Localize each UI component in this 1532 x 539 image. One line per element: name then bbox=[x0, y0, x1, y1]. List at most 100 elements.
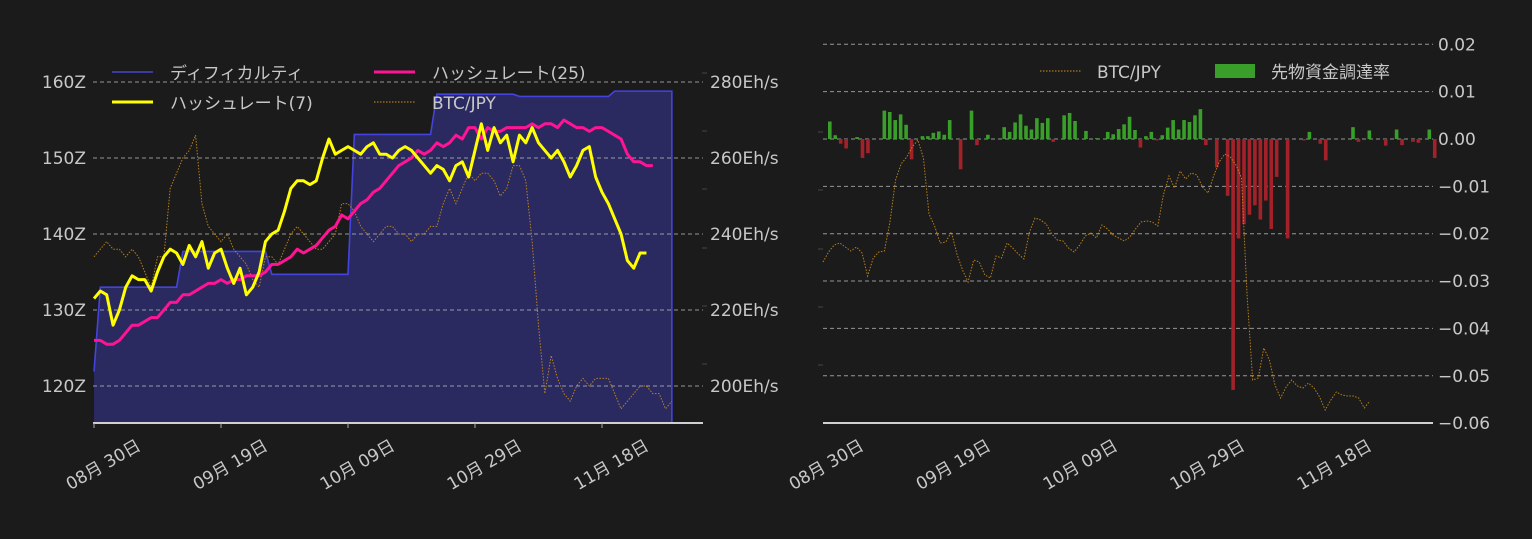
funding-rate-bar bbox=[1035, 118, 1039, 139]
y-right-tick-label: 0.00 bbox=[1438, 130, 1476, 150]
y-left-tick-label: 130Z bbox=[42, 301, 86, 321]
y-right-tick-label: −0.01 bbox=[1438, 177, 1490, 197]
funding-rate-bar bbox=[1416, 139, 1421, 143]
funding-rate-bar bbox=[1356, 139, 1361, 142]
legend-label: ハッシュレート(25) bbox=[432, 64, 586, 84]
funding-rate-bar bbox=[1432, 139, 1437, 158]
funding-rate-bar bbox=[866, 139, 870, 154]
funding-rate-bar bbox=[1155, 139, 1159, 141]
funding-rate-bar bbox=[904, 124, 908, 139]
funding-rate-bar bbox=[1198, 109, 1203, 139]
y-left-tick-label: 150Z bbox=[42, 149, 86, 169]
x-tick-label: 11月 18日 bbox=[571, 436, 653, 495]
y-right-tick-label: 220Eh/s bbox=[710, 301, 779, 321]
mining-chart: 120Z 130Z 140Z 150Z 160Z 200Eh/s 220Eh/s 240Eh/… bbox=[42, 63, 779, 495]
funding-rate-bar bbox=[838, 139, 843, 144]
funding-rate-bar bbox=[947, 120, 952, 139]
legend-label: BTC/JPY bbox=[1097, 63, 1162, 83]
funding-rate-bar bbox=[1231, 139, 1235, 390]
funding-rate-bar bbox=[898, 114, 903, 139]
y-right-tick-label: 0.01 bbox=[1438, 83, 1476, 103]
funding-rate-bar bbox=[1160, 135, 1165, 139]
funding-rate-bar bbox=[1427, 129, 1432, 139]
legend-item[interactable]: BTC/JPY bbox=[374, 94, 497, 114]
x-tick-label: 09月 19日 bbox=[913, 436, 995, 495]
funding-rate-bar bbox=[937, 131, 941, 139]
funding-rate-bar bbox=[1165, 127, 1170, 139]
funding-rate-bar bbox=[855, 137, 859, 139]
x-tick-label: 10月 09日 bbox=[1040, 436, 1122, 495]
funding-rate-bar bbox=[1062, 115, 1066, 139]
funding-rate-bar bbox=[1383, 139, 1388, 146]
funding-rate-bar bbox=[882, 110, 887, 139]
funding-rate-bar bbox=[1302, 139, 1306, 141]
hashrate-7-line bbox=[92, 122, 647, 327]
funding-rate-bar bbox=[1127, 116, 1132, 139]
funding-rate-bar bbox=[1046, 118, 1050, 139]
funding-rate-bar bbox=[942, 134, 947, 139]
funding-rate-bar bbox=[1040, 122, 1045, 139]
funding-rate-bar bbox=[1013, 122, 1017, 139]
legend-label: BTC/JPY bbox=[432, 94, 497, 114]
y-right-tick-label: 0.02 bbox=[1438, 35, 1476, 55]
y-left-tick-label: 160Z bbox=[42, 73, 86, 93]
x-tick-label: 10月 09日 bbox=[317, 436, 399, 495]
funding-rate-bar bbox=[1242, 139, 1246, 225]
funding-rate-bar bbox=[958, 139, 963, 170]
funding-rate-bars bbox=[828, 109, 1437, 390]
legend-item[interactable]: ディフィカルティ bbox=[112, 63, 303, 84]
funding-rate-bar bbox=[1187, 121, 1192, 139]
legend-label: ディフィカルティ bbox=[170, 63, 303, 84]
funding-rate-bar bbox=[1400, 139, 1404, 146]
difficulty-line bbox=[93, 90, 673, 423]
funding-rate-bar bbox=[969, 110, 974, 139]
hashrate-25-line bbox=[94, 118, 653, 346]
legend-label: ハッシュレート(7) bbox=[170, 94, 313, 114]
funding-rate-bar bbox=[1007, 131, 1012, 139]
y-left-tick-label: 140Z bbox=[42, 225, 86, 245]
funding-rate-bar bbox=[1029, 129, 1034, 139]
funding-rate-bar bbox=[1116, 129, 1121, 139]
funding-rate-bar bbox=[909, 139, 914, 160]
funding-rate-bar bbox=[1105, 131, 1110, 139]
y-right-tick-label: −0.06 bbox=[1438, 414, 1490, 434]
funding-rate-bar bbox=[931, 132, 936, 139]
funding-rate-bar bbox=[1411, 139, 1415, 142]
funding-rate-bar bbox=[1225, 139, 1230, 196]
funding-rate-bar bbox=[1258, 139, 1263, 220]
funding-rate-bar bbox=[1084, 130, 1088, 139]
funding-rate-bar bbox=[1193, 115, 1197, 139]
mining-chart-plot: 120Z 130Z 140Z 150Z 160Z 200Eh/s 220Eh/s 240Eh/… bbox=[42, 63, 779, 495]
x-tick-label: 10月 29日 bbox=[1167, 436, 1249, 495]
legend-item[interactable]: 先物資金調達率 bbox=[1215, 63, 1390, 83]
funding-rate-bar bbox=[975, 139, 979, 146]
funding-rate-bar bbox=[1018, 114, 1023, 139]
funding-rate-bar bbox=[926, 136, 930, 139]
legend-item[interactable]: ハッシュレート(7) bbox=[112, 94, 313, 114]
legend-item[interactable]: ハッシュレート(25) bbox=[374, 64, 586, 84]
funding-rate-bar bbox=[1138, 139, 1143, 148]
funding-rate-bar bbox=[1269, 139, 1274, 229]
x-tick-label: 09月 19日 bbox=[190, 436, 272, 495]
funding-rate-bar bbox=[1122, 124, 1126, 139]
x-tick-label: 08月 30日 bbox=[786, 436, 868, 495]
funding-rate-bar bbox=[1204, 139, 1208, 146]
funding-rate-bar bbox=[1214, 139, 1219, 168]
funding-rate-bar bbox=[1394, 129, 1399, 139]
y-right-tick-label: −0.04 bbox=[1438, 319, 1490, 339]
difficulty-area bbox=[94, 91, 672, 424]
y-right-tick-label: 260Eh/s bbox=[710, 149, 779, 169]
funding-rate-bar bbox=[1351, 127, 1355, 139]
legend-item[interactable]: BTC/JPY bbox=[1040, 63, 1162, 83]
bar-swatch-icon bbox=[1215, 64, 1255, 78]
funding-rate-bar bbox=[1307, 131, 1312, 139]
funding-rate-bar bbox=[1002, 127, 1006, 139]
legend-label: 先物資金調達率 bbox=[1271, 63, 1390, 83]
legend: ディフィカルティ ハッシュレート(25) ハッシュレート(7) BTC/JPY bbox=[112, 63, 586, 114]
y-right-tick-label: 240Eh/s bbox=[710, 225, 779, 245]
funding-rate-bar bbox=[1095, 138, 1099, 140]
funding-rate-bar bbox=[844, 139, 848, 149]
funding-rate-bar bbox=[1285, 139, 1290, 239]
funding-rate-bar bbox=[1367, 130, 1372, 139]
y-right-tick-label: −0.02 bbox=[1438, 225, 1490, 245]
